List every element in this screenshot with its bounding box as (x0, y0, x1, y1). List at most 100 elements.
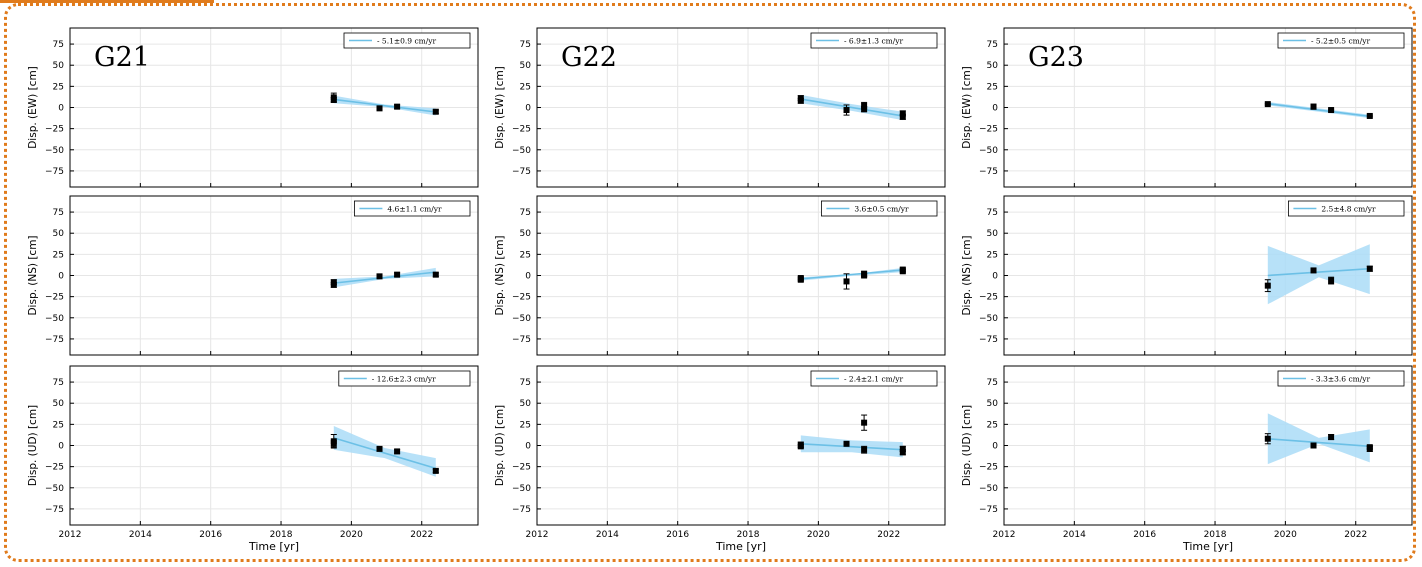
y-tick-label: 25 (520, 250, 531, 260)
data-point (1328, 107, 1335, 114)
trend-line (800, 98, 903, 117)
y-tick-label: 75 (520, 40, 531, 50)
y-tick-label: −50 (45, 146, 64, 156)
y-tick-label: −25 (979, 125, 998, 135)
data-point (899, 445, 906, 452)
panel-g21-ud: 75 50 25 0 −25 −50 −75 2012 2014 2016 2018 2020 2022… (27, 365, 479, 553)
y-tick-label: −75 (979, 335, 998, 345)
data-point (843, 440, 850, 447)
x-axis-label: Time [yr] (715, 540, 766, 553)
y-tick-label: 75 (53, 40, 64, 50)
y-axis-label: Disp. (NS) [cm] (961, 235, 973, 315)
y-axis-label: Disp. (EW) [cm] (494, 66, 506, 149)
y-tick-label: −25 (512, 125, 531, 135)
data-point (376, 273, 383, 280)
y-tick-label: 0 (58, 104, 64, 114)
y-tick-label: −50 (45, 484, 64, 494)
x-tick-label: 2012 (59, 530, 82, 540)
data-point (330, 440, 337, 447)
x-tick-label: 2018 (737, 530, 760, 540)
trend-line (333, 437, 437, 470)
x-tick-label: 2016 (666, 530, 689, 540)
y-tick-label: 25 (987, 82, 998, 92)
x-tick-label: 2014 (1063, 530, 1086, 540)
legend-box (338, 370, 471, 387)
y-tick-label: 25 (53, 250, 64, 260)
data-point (1328, 277, 1335, 284)
legend-box (343, 32, 471, 49)
y-tick-label: 50 (520, 399, 532, 409)
y-tick-label: 50 (987, 229, 999, 239)
x-tick-label: 2016 (199, 530, 222, 540)
legend-text: - 5.2±0.5 cm/yr (1311, 37, 1371, 46)
y-tick-label: 75 (987, 40, 998, 50)
data-point (899, 268, 906, 275)
confidence-band (1267, 413, 1370, 465)
y-tick-label: 50 (53, 61, 65, 71)
y-tick-label: 0 (525, 272, 531, 282)
y-tick-label: 0 (58, 272, 64, 282)
trend-line (1267, 437, 1370, 448)
legend-text: 2.5±4.8 cm/yr (1321, 205, 1376, 214)
legend-text: - 2.4±2.1 cm/yr (844, 375, 904, 384)
confidence-band (333, 426, 436, 477)
data-point (861, 102, 868, 109)
data-point (1310, 442, 1317, 449)
x-tick-label: 2014 (596, 530, 619, 540)
y-tick-label: 0 (992, 442, 998, 452)
y-axis-label: Disp. (EW) [cm] (27, 66, 39, 149)
legend-text: - 6.9±1.3 cm/yr (844, 37, 904, 46)
data-point (330, 281, 337, 288)
y-tick-label: −50 (512, 146, 531, 156)
data-point (1310, 267, 1317, 274)
y-tick-label: 0 (58, 442, 64, 452)
y-tick-label: 75 (987, 208, 998, 218)
data-point (861, 446, 868, 453)
station-title: G21 (94, 42, 150, 73)
trend-line (1267, 102, 1370, 118)
y-tick-label: 0 (992, 272, 998, 282)
legend-box (1277, 370, 1405, 387)
data-point (1310, 103, 1317, 110)
x-tick-label: 2020 (807, 530, 830, 540)
y-tick-label: −50 (979, 314, 998, 324)
panel-g21-ns: 75 50 25 0 −25 −50 −75 Disp. (NS) [cm] 4.6±1.1 c… (27, 195, 479, 356)
x-axis-label: Time [yr] (1182, 540, 1233, 553)
data-point (432, 467, 439, 474)
x-tick-label: 2018 (1204, 530, 1227, 540)
y-tick-label: −50 (512, 314, 531, 324)
y-tick-label: 50 (53, 399, 65, 409)
station-title: G23 (1028, 42, 1084, 73)
data-point (1264, 101, 1271, 108)
data-point (797, 276, 804, 283)
trend-line (333, 271, 436, 284)
x-axis-label: Time [yr] (248, 540, 299, 553)
y-tick-label: 25 (520, 420, 531, 430)
x-tick-label: 2022 (877, 530, 900, 540)
panel-g23-ew: 75 50 25 0 −25 −50 −75 Disp. (EW) [cm] - 5.2±0.5… (961, 27, 1413, 188)
x-tick-label: 2012 (526, 530, 549, 540)
data-point (843, 107, 850, 114)
data-point (376, 445, 383, 452)
y-tick-label: 0 (525, 442, 531, 452)
legend-box (1288, 200, 1405, 217)
y-tick-label: −75 (45, 167, 64, 177)
y-axis-label: Disp. (NS) [cm] (494, 235, 506, 315)
panel-g22-ud: 75 50 25 0 −25 −50 −75 2012 2014 2016 2018 2020 2022… (494, 365, 946, 553)
data-point (394, 448, 401, 455)
frame-tab-mark (0, 0, 214, 4)
data-point (843, 278, 850, 285)
y-tick-label: 50 (987, 399, 999, 409)
legend-text: 3.6±0.5 cm/yr (854, 205, 909, 214)
data-point (330, 96, 337, 103)
x-tick-label: 2012 (993, 530, 1016, 540)
y-tick-label: 25 (53, 420, 64, 430)
y-axis-label: Disp. (UD) [cm] (494, 405, 506, 486)
y-tick-label: −25 (512, 293, 531, 303)
panel-g23-ud: 75 50 25 0 −25 −50 −75 2012 2014 2016 2018 2020 2022… (961, 365, 1413, 553)
trend-line (800, 269, 903, 280)
y-tick-label: −50 (512, 484, 531, 494)
station-title: G22 (561, 42, 617, 73)
panel-g22-ew: 75 50 25 0 −25 −50 −75 Disp. (EW) [cm] - 6.9±1.3… (494, 27, 946, 188)
data-point (797, 97, 804, 104)
